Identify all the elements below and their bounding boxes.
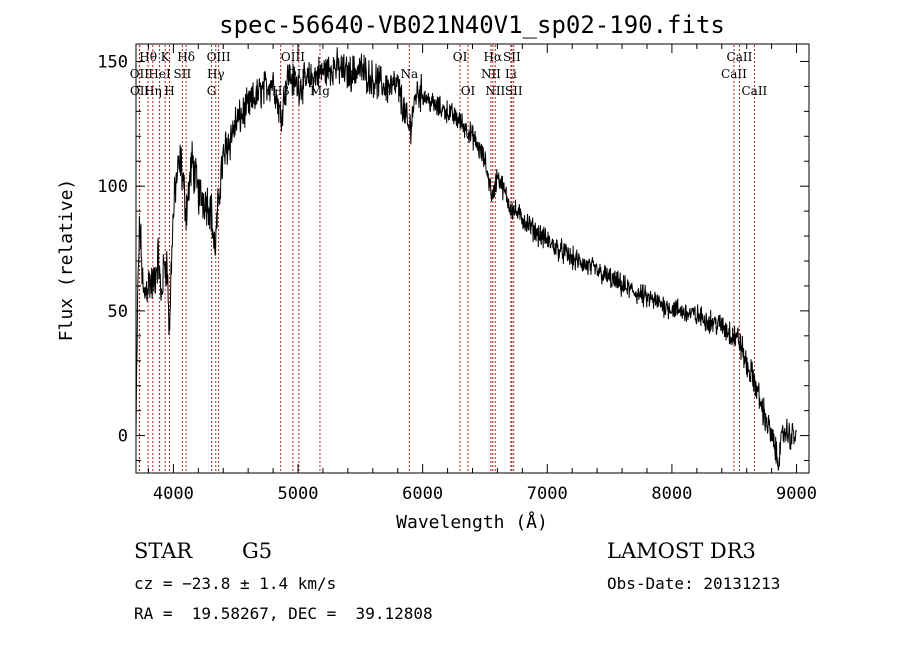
x-tick-label: 5000: [278, 484, 319, 504]
cz-readout: cz = −23.8 ± 1.4 km/s: [134, 574, 337, 593]
line-marker-lines: [138, 45, 755, 473]
y-tick-label: 150: [97, 52, 128, 72]
obs-date: Obs-Date: 20131213: [607, 574, 781, 593]
line-marker-label: SII: [174, 67, 192, 81]
x-tick-label: 7000: [527, 484, 568, 504]
x-axis-label: Wavelength (Å): [396, 511, 548, 533]
line-marker-label: G: [207, 84, 217, 98]
line-marker-label: OI: [461, 84, 476, 98]
x-tick-label: 6000: [402, 484, 443, 504]
y-tick-label: 50: [108, 302, 128, 322]
axis-ticks: 4000 5000 6000 7000 8000 9000 0 50 100 150: [97, 44, 817, 504]
y-axis-label: Flux (relative): [56, 179, 77, 342]
line-marker-label: OII: [130, 67, 150, 81]
line-marker-label: Mg: [310, 84, 330, 98]
x-tick-label: 4000: [153, 484, 194, 504]
line-marker-label: OII: [130, 84, 150, 98]
subclass-label: G5: [242, 539, 273, 563]
line-marker-label: CaII: [727, 50, 753, 64]
y-tick-label: 0: [118, 427, 128, 447]
x-tick-label: 9000: [776, 484, 817, 504]
x-tick-label: 8000: [651, 484, 692, 504]
coordinates: RA = 19.58267, DEC = 39.12808: [134, 604, 433, 623]
line-marker-label: Na: [400, 67, 418, 81]
line-marker-label: Hη: [144, 84, 162, 98]
chart-title: spec-56640-VB021N40V1_sp02-190.fits: [219, 11, 725, 39]
line-marker-label: Li: [505, 67, 517, 81]
line-marker-label: HeI: [148, 67, 171, 81]
line-marker-label: OIII: [287, 67, 311, 81]
y-tick-label: 100: [97, 177, 128, 197]
line-marker-label: H: [164, 84, 174, 98]
line-marker-label: Hθ: [139, 50, 157, 64]
line-marker-label: NII: [485, 84, 505, 98]
spectrum-line: [135, 47, 797, 471]
line-marker-label: Hγ: [207, 67, 225, 81]
line-marker-label: SII: [503, 50, 521, 64]
survey-label: LAMOST DR3: [607, 539, 756, 563]
line-marker-label: Hβ: [272, 84, 289, 98]
class-label: STAR: [134, 539, 193, 563]
line-marker-label: CaII: [721, 67, 747, 81]
line-marker-label: NII: [481, 67, 501, 81]
line-marker-label: OIII: [207, 50, 231, 64]
line-marker-label: CaII: [741, 84, 767, 98]
line-marker-label: OIII: [281, 50, 305, 64]
line-marker-label: OI: [453, 50, 468, 64]
line-marker-label: Hα: [484, 50, 503, 64]
plot-frame: [135, 43, 810, 474]
line-marker-label: K: [161, 50, 171, 64]
line-marker-label: Hδ: [177, 50, 195, 64]
line-marker-label: SII: [505, 84, 523, 98]
